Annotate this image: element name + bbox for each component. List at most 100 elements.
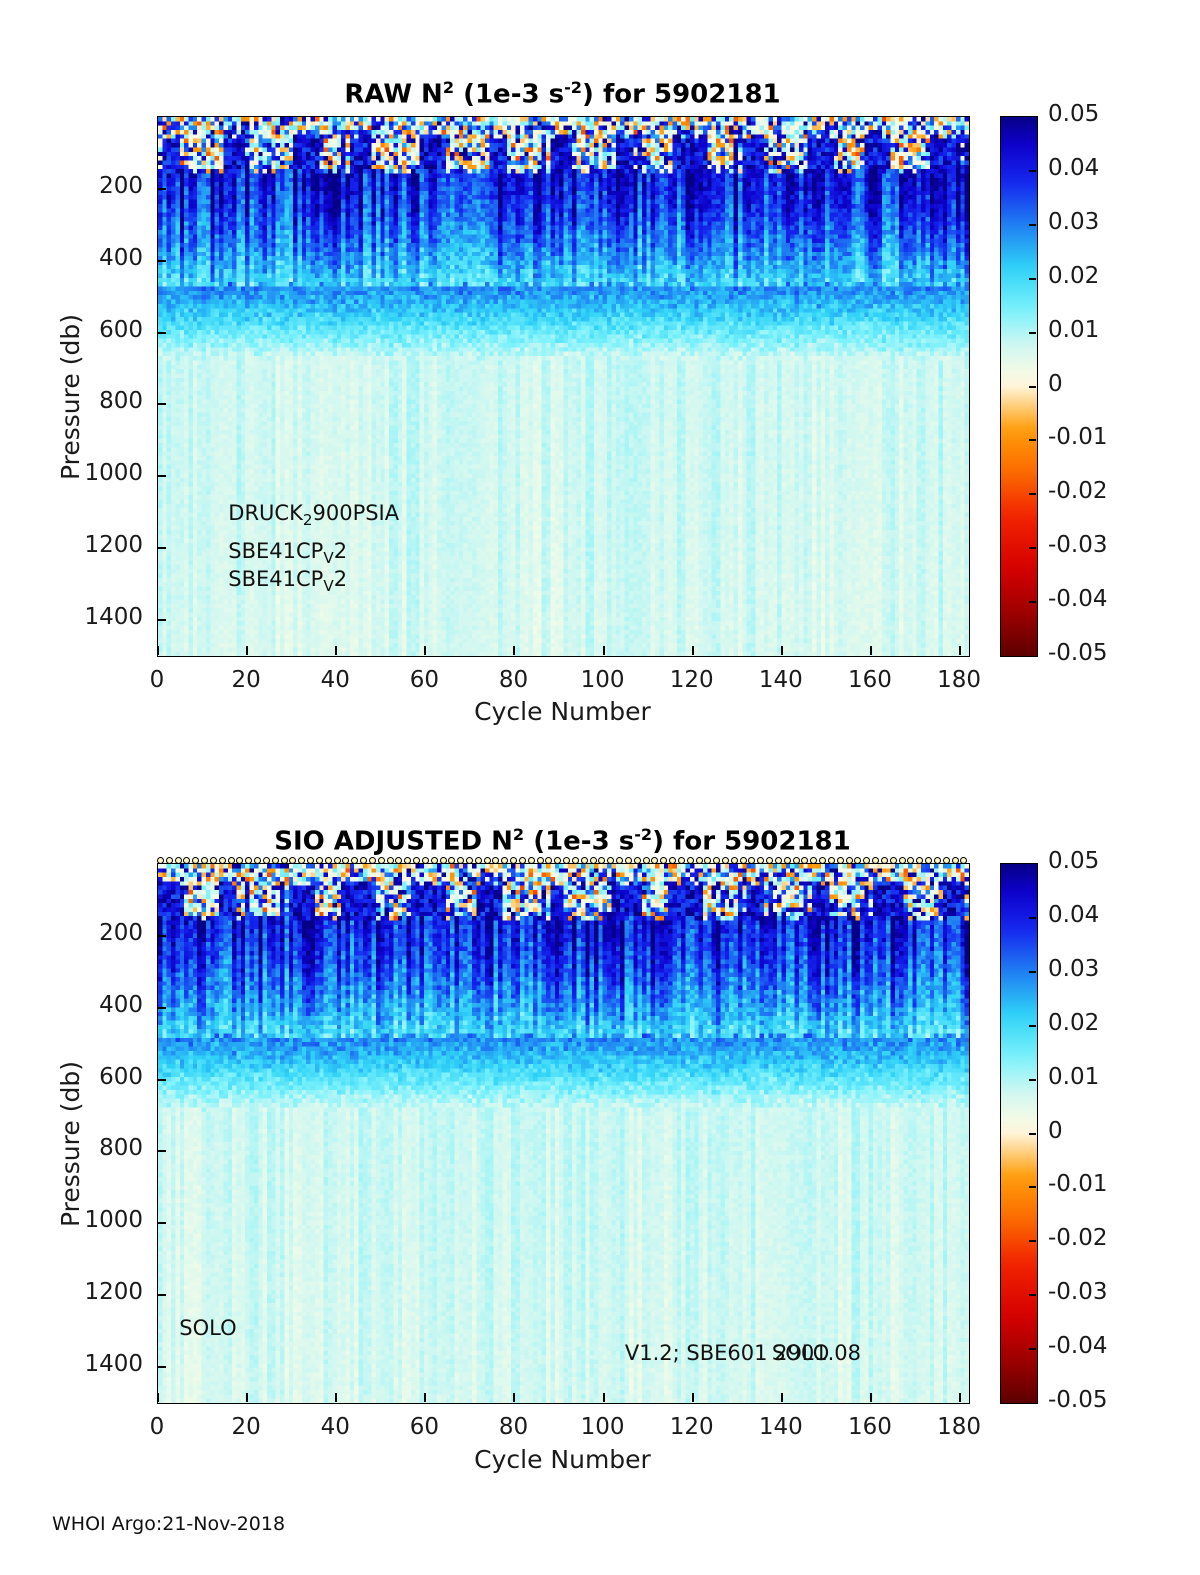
raw-x-axis-label: Cycle Number: [474, 697, 651, 726]
y-tick-mark: [157, 1078, 166, 1081]
x-tick-mark: [157, 1393, 159, 1402]
x-tick-label: 40: [320, 667, 350, 693]
annotation-subscript: V: [323, 577, 334, 596]
y-tick-mark: [157, 1006, 166, 1009]
y-tick-mark: [157, 934, 166, 937]
x-tick-mark: [959, 646, 962, 655]
adjusted-plot-title: SIO ADJUSTED N2 (1e-3 s-2) for 5902181: [157, 825, 968, 857]
raw-plot-title: RAW N2 (1e-3 s-2) for 5902181: [157, 78, 968, 110]
plot-annotation: SBE41CPV2: [228, 567, 347, 595]
y-tick-label: 600: [99, 1063, 143, 1090]
colorbar-tick-label: -0.01: [1048, 1171, 1108, 1198]
annotation-subscript: 2: [302, 511, 313, 530]
colorbar-tick-label: 0.04: [1048, 154, 1100, 181]
y-tick-label: 1000: [84, 460, 143, 487]
colorbar-tick-mark: [1029, 970, 1036, 973]
colorbar-tick-mark: [1029, 1078, 1036, 1081]
colorbar-tick-label: 0: [1048, 1117, 1063, 1144]
x-tick-mark: [335, 1393, 338, 1402]
y-tick-mark: [157, 403, 166, 406]
colorbar-tick-mark: [1029, 169, 1036, 172]
x-tick-mark: [513, 646, 516, 655]
annotation-text: SBE41CP: [228, 567, 324, 592]
raw-y-axis-label: Pressure (db): [56, 314, 85, 480]
adj-title-mid: (1e-3 s: [524, 826, 635, 857]
panel-adjusted: SIO ADJUSTED N2 (1e-3 s-2) for 5902181 2…: [0, 745, 1200, 1535]
colorbar-tick-label: 0.02: [1048, 262, 1100, 289]
x-tick-label: 40: [320, 1414, 350, 1440]
y-tick-label: 400: [99, 991, 143, 1018]
colorbar-tick-label: 0.02: [1048, 1009, 1100, 1036]
colorbar-tick-label: 0.05: [1048, 848, 1100, 874]
annotation-text: V1.2; SBE601 2901.08: [624, 1341, 861, 1366]
x-tick-mark: [335, 646, 338, 655]
annotation-text-tail: 900PSIA: [312, 500, 400, 525]
colorbar-tick-mark: [1029, 547, 1036, 550]
colorbar-tick-label: -0.02: [1048, 1225, 1108, 1252]
x-tick-label: 20: [231, 667, 261, 693]
y-tick-label: 1400: [84, 604, 143, 631]
x-tick-mark: [691, 646, 694, 655]
colorbar-tick-label: -0.03: [1048, 1279, 1108, 1306]
colorbar-tick-label: 0.03: [1048, 208, 1100, 235]
colorbar-tick-label: -0.02: [1048, 478, 1108, 505]
colorbar-tick-mark: [1029, 1294, 1036, 1297]
adjusted-y-axis-label: Pressure (db): [56, 1061, 85, 1227]
raw-title-main: RAW N: [344, 79, 443, 110]
plot-annotation: V1.2; SBE601 2901.08: [625, 1341, 861, 1365]
colorbar-tick-label: -0.04: [1048, 586, 1108, 613]
annotation-subscript: V: [323, 548, 334, 567]
y-tick-label: 1400: [84, 1351, 143, 1378]
colorbar-tick-label: 0: [1048, 370, 1063, 397]
y-tick-mark: [157, 619, 166, 622]
raw-title-sup1: 2: [442, 78, 455, 97]
x-tick-mark: [246, 1393, 249, 1402]
raw-title-sup2: -2: [564, 78, 583, 97]
figure-footer: WHOI Argo:21-Nov-2018: [52, 1513, 286, 1535]
x-tick-mark: [780, 646, 783, 655]
adjusted-x-axis-label: Cycle Number: [474, 1445, 651, 1474]
plot-annotation: SBE41CPV2: [228, 539, 347, 567]
colorbar-tick-mark: [1029, 1240, 1036, 1243]
x-tick-label: 180: [937, 1414, 982, 1440]
colorbar-tick-mark: [1029, 385, 1036, 388]
panel-raw: RAW N2 (1e-3 s-2) for 5902181 200 400 600 8…: [56, 78, 1108, 726]
y-tick-label: 1200: [84, 532, 143, 559]
adj-title-sup2: -2: [634, 825, 653, 844]
x-tick-mark: [424, 1393, 427, 1402]
colorbar-tick-mark: [1029, 916, 1036, 919]
y-tick-mark: [157, 1366, 166, 1369]
colorbar-tick-label: -0.01: [1048, 424, 1108, 451]
colorbar-tick-mark: [1029, 1024, 1036, 1027]
adjusted-heatmap-axes[interactable]: [157, 863, 970, 1404]
colorbar-tick-mark: [1029, 223, 1036, 226]
colorbar-tick-mark: [1029, 1348, 1036, 1351]
x-tick-label: 180: [937, 667, 982, 693]
annotation-text: DRUCK: [228, 500, 303, 525]
colorbar-tick-label: 0.05: [1048, 101, 1100, 127]
y-tick-label: 400: [99, 244, 143, 271]
adj-title-sup1: 2: [512, 825, 525, 844]
x-tick-label: 20: [231, 1414, 261, 1440]
x-tick-mark: [602, 646, 605, 655]
y-tick-label: 800: [99, 388, 143, 415]
raw-title-mid: (1e-3 s: [454, 79, 565, 110]
y-tick-mark: [157, 331, 166, 334]
raw-title-end: ) for 5902181: [582, 79, 781, 110]
y-tick-mark: [157, 259, 166, 262]
x-tick-label: 120: [669, 667, 714, 693]
x-tick-label: 120: [669, 1414, 714, 1440]
raw-heatmap-axes[interactable]: [157, 116, 970, 657]
colorbar-tick-label: 0.01: [1048, 316, 1100, 343]
colorbar-tick-label: -0.05: [1048, 1387, 1108, 1413]
x-tick-mark: [691, 1393, 694, 1402]
x-tick-label: 60: [409, 1414, 439, 1440]
annotation-text: SOLO: [179, 1316, 237, 1341]
x-tick-mark: [424, 646, 427, 655]
x-tick-label: 0: [149, 667, 165, 693]
y-tick-mark: [157, 1294, 166, 1297]
annotation-text: SBE41CP: [228, 538, 324, 563]
x-tick-label: 60: [409, 667, 439, 693]
x-tick-label: 80: [498, 1414, 529, 1440]
colorbar-tick-label: 0.04: [1048, 901, 1100, 928]
